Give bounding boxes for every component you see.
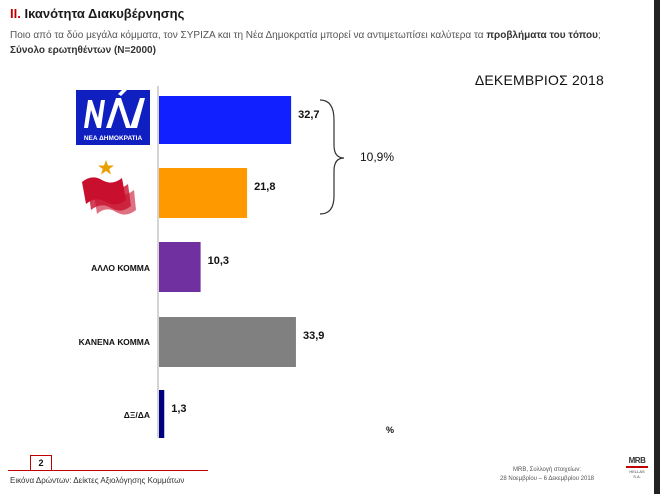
bar-other — [159, 242, 201, 292]
footer-source: MRB, Συλλογή στοιχείων: 28 Νοεμβρίου – 6… — [500, 466, 594, 484]
nd-letter-n — [84, 100, 105, 128]
nd-logo-letters — [84, 88, 145, 128]
mrb-logo-text: MRB — [628, 456, 646, 465]
section-number: II. — [10, 6, 21, 21]
nd-logo-text: ΝΕΑ ΔΗΜΟΚΡΑΤΙΑ — [84, 135, 143, 142]
page-number: 2 — [30, 455, 52, 471]
difference-brace — [319, 99, 345, 215]
question-prefix: Ποιο από τα δύο μεγάλα κόμματα, τον ΣΥΡΙ… — [10, 30, 484, 41]
bar-none — [159, 317, 296, 367]
unit-label: % — [386, 425, 395, 435]
nd-logo: ΝΕΑ ΔΗΜΟΚΡΑΤΙΑ — [76, 88, 150, 145]
title-text: Ικανότητα Διακυβέρνησης — [24, 6, 185, 21]
mrb-logo-sub: HELLAS S.A. — [629, 469, 645, 479]
footer-divider — [8, 470, 208, 471]
question-suffix: ; — [597, 30, 601, 41]
question-bold: προβλήματα του τόπου — [486, 30, 598, 41]
footer-source-line1: MRB, Συλλογή στοιχείων: — [512, 467, 582, 473]
value-label-none: 33,9 — [303, 330, 324, 342]
syriza-logo — [82, 160, 136, 215]
footer-left-text: Εικόνα Δρώντων: Δείκτες Αξιολόγησης Κομμ… — [10, 476, 185, 485]
sample-size: Σύνολο ερωτηθέντων (Ν=2000) — [10, 45, 156, 56]
syriza-star-icon — [98, 160, 114, 175]
difference-label: 10,9% — [360, 150, 395, 164]
value-label-nd: 32,7 — [298, 109, 319, 121]
nd-accent — [118, 88, 127, 96]
value-label-dk: 1,3 — [171, 403, 186, 415]
nd-letter-d — [106, 98, 131, 128]
bar-syriza — [159, 168, 248, 218]
question-text: Ποιο από τα δύο μεγάλα κόμματα, τον ΣΥΡΙ… — [10, 28, 620, 58]
nd-letter-i — [130, 98, 145, 128]
slide-title: II. Ικανότητα Διακυβέρνησης — [10, 6, 184, 21]
bar-dk — [159, 390, 165, 438]
category-label-none: ΚΑΝΕΝΑ ΚΟΜΜΑ — [78, 337, 150, 347]
syriza-flag-front — [94, 189, 136, 215]
category-label-other: ΑΛΛΟ ΚΟΜΜΑ — [91, 263, 150, 273]
value-label-syriza: 21,8 — [254, 181, 275, 193]
footer-source-line2: 28 Νοεμβρίου – 6 Δεκεμβρίου 2018 — [500, 476, 594, 482]
value-label-other: 10,3 — [208, 255, 229, 267]
mrb-logo-bar — [626, 466, 648, 468]
bar-nd — [159, 96, 292, 144]
category-label-dk: ΔΞ/ΔΑ — [123, 410, 150, 420]
mrb-logo: MRB HELLAS S.A. — [626, 456, 648, 486]
month-label: ΔΕΚΕΜΒΡΙΟΣ 2018 — [474, 72, 604, 88]
